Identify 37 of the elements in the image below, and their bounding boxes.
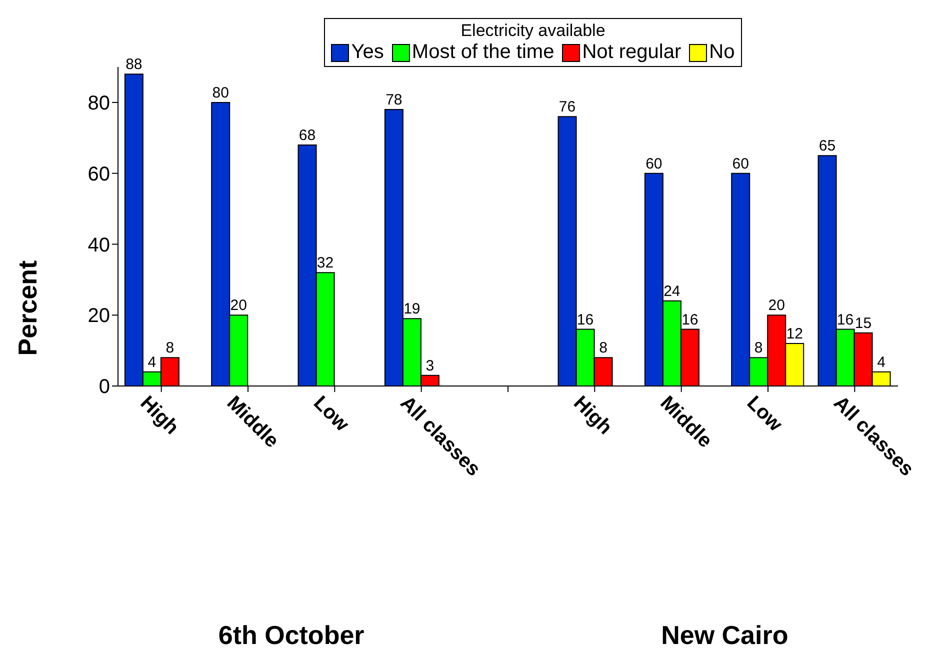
legend-label: Not regular (581, 41, 682, 64)
data-label: 8 (166, 340, 174, 357)
data-label: 8 (599, 340, 608, 357)
data-label: 16 (576, 311, 594, 328)
data-label: 32 (316, 254, 334, 272)
y-tick-label: 0 (98, 376, 110, 398)
text: 6th October (218, 620, 364, 651)
data-label: 16 (682, 311, 698, 328)
data-label: 68 (298, 126, 316, 144)
y-tick-label: 60 (88, 163, 110, 186)
data-label: 24 (664, 282, 680, 300)
data-label: 88 (126, 56, 142, 74)
data-label: 12 (786, 325, 803, 342)
data-label: 76 (558, 98, 576, 116)
data-label: 4 (148, 354, 156, 371)
legend-label: No (708, 41, 735, 64)
y-tick-label: 40 (88, 234, 110, 256)
data-label: 19 (404, 300, 420, 318)
y-tick-label: 80 (88, 92, 110, 115)
legend-label: Yes (350, 41, 384, 64)
y-tick-label: 20 (88, 305, 110, 328)
data-label: 20 (230, 297, 247, 314)
legend-title: Electricity available (460, 21, 606, 41)
y-axis-title: Percent (12, 260, 44, 356)
data-label: 78 (386, 92, 402, 109)
data-label: 8 (754, 340, 763, 357)
data-label: 65 (818, 138, 836, 155)
data-label: 60 (646, 155, 662, 172)
data-label: 60 (732, 155, 749, 172)
data-label: 3 (426, 357, 434, 374)
data-label: 4 (877, 354, 886, 371)
data-label: 80 (212, 84, 229, 102)
data-label: 20 (768, 297, 785, 314)
text: New Cairo (661, 620, 788, 651)
data-label: 15 (854, 314, 872, 332)
data-label: 16 (836, 311, 854, 328)
legend-label: Most of the time (410, 41, 554, 64)
